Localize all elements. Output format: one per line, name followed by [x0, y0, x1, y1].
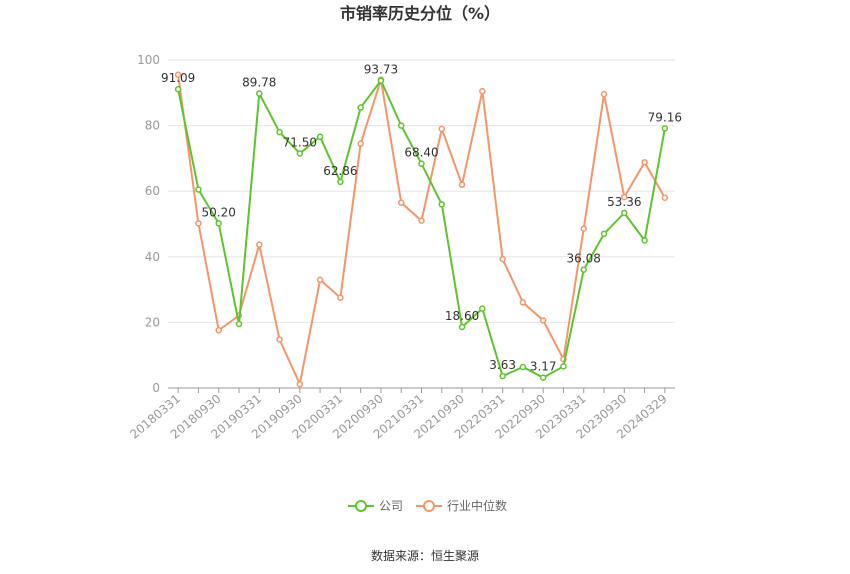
- legend[interactable]: 公司 行业中位数: [348, 498, 507, 513]
- series-line: [177, 74, 666, 388]
- data-point: [357, 104, 364, 111]
- data-point: [337, 294, 344, 302]
- data-point: [479, 87, 486, 95]
- data-labels: 91.09 50.20 89.78 71.50 62.86 93.73 68.40 18.60…: [161, 63, 682, 374]
- data-label: 36.08: [567, 252, 601, 266]
- data-point: [215, 327, 222, 334]
- data-label: 3.17: [530, 360, 557, 374]
- data-point: [276, 128, 283, 136]
- data-point: [600, 90, 608, 98]
- data-label: 91.09: [161, 71, 195, 85]
- data-point: [580, 266, 587, 273]
- y-tick-label: 100: [137, 53, 160, 67]
- data-point: [499, 372, 506, 380]
- series-industry-median: [174, 71, 669, 388]
- series-company: [174, 77, 669, 381]
- data-point: [296, 380, 304, 388]
- legend-item-industry-median[interactable]: 行业中位数: [416, 498, 507, 513]
- legend-marker: [355, 500, 367, 512]
- data-label: 93.73: [364, 63, 398, 77]
- y-tick-label: 20: [145, 315, 160, 329]
- data-point: [256, 90, 263, 97]
- data-point: [377, 77, 385, 84]
- series-layer: [174, 71, 669, 388]
- data-point: [357, 140, 364, 147]
- data-point: [539, 374, 547, 381]
- data-point: [256, 241, 263, 248]
- data-point: [337, 178, 344, 186]
- data-point: [600, 230, 608, 238]
- data-point: [296, 150, 304, 157]
- data-point: [519, 363, 527, 371]
- data-point: [479, 305, 486, 312]
- data-point: [499, 255, 506, 263]
- data-point: [621, 209, 628, 217]
- legend-label: 公司: [379, 499, 403, 513]
- data-point: [539, 317, 547, 324]
- data-point: [195, 186, 202, 193]
- data-point: [235, 320, 243, 328]
- data-label: 89.78: [242, 76, 276, 90]
- data-label: 18.60: [445, 309, 479, 323]
- data-label: 50.20: [202, 205, 236, 219]
- data-point: [397, 199, 405, 206]
- data-label: 71.50: [283, 135, 317, 149]
- source-note: 数据来源：恒生聚源: [371, 548, 479, 563]
- data-point: [560, 363, 567, 370]
- data-point: [438, 201, 446, 208]
- data-point: [418, 160, 425, 167]
- data-point: [418, 217, 425, 224]
- data-label: 79.16: [648, 110, 682, 124]
- data-point: [195, 220, 202, 227]
- data-label: 68.40: [404, 146, 438, 160]
- legend-item-company[interactable]: 公司: [348, 499, 403, 513]
- data-point: [519, 299, 527, 306]
- data-point: [174, 85, 182, 93]
- data-point: [458, 323, 466, 331]
- data-point: [438, 125, 446, 133]
- chart-title: 市销率历史分位（%）: [340, 4, 500, 23]
- data-point: [641, 159, 648, 166]
- y-tick-label: 40: [145, 250, 160, 264]
- data-point: [276, 336, 283, 343]
- data-point: [661, 194, 669, 202]
- y-tick-label: 80: [145, 119, 160, 133]
- data-label: 3.63: [489, 358, 516, 372]
- grid: [168, 59, 675, 323]
- data-point: [397, 122, 405, 129]
- data-label: 62.86: [323, 164, 357, 178]
- data-point: [621, 193, 628, 201]
- legend-label: 行业中位数: [447, 498, 507, 513]
- legend-marker: [423, 500, 435, 512]
- y-tick-label: 60: [145, 184, 160, 198]
- data-point: [641, 237, 648, 244]
- data-point: [215, 220, 222, 227]
- data-point: [316, 276, 324, 284]
- y-tick-label: 0: [152, 381, 160, 395]
- data-point: [661, 125, 669, 132]
- data-point: [458, 181, 466, 188]
- data-point: [316, 133, 324, 141]
- x-axis: 2018033120180930201903312019093020200331…: [127, 387, 675, 442]
- data-label: 53.36: [607, 195, 641, 209]
- data-point: [174, 71, 182, 79]
- y-axis: 0 20 40 60 80 100: [137, 53, 160, 395]
- data-point: [580, 225, 587, 232]
